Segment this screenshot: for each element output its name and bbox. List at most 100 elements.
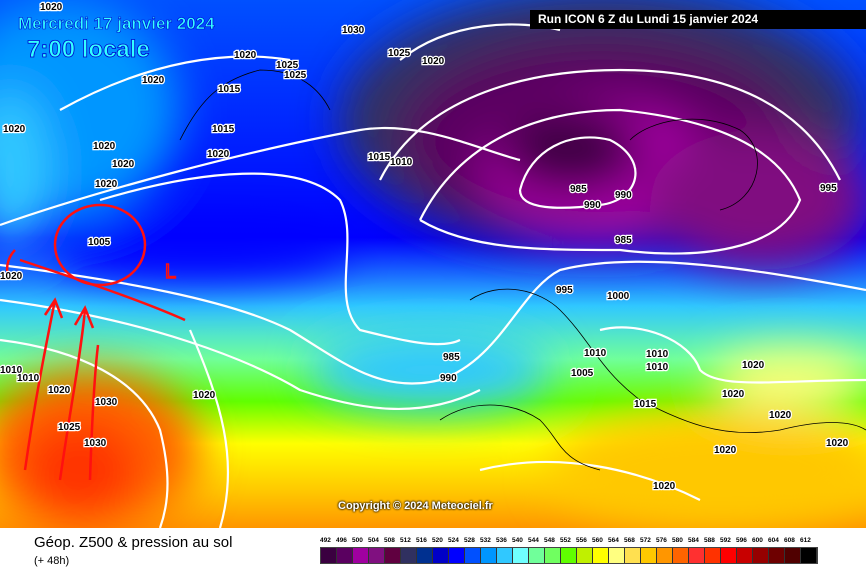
isobar-label: 1020: [40, 2, 63, 13]
legend-label: 596: [736, 537, 747, 544]
legend-label: 568: [624, 537, 635, 544]
legend-swatch: [593, 548, 609, 563]
legend-swatch: [561, 548, 577, 563]
isobar-label: 985: [615, 235, 632, 246]
isobar-label: 1005: [88, 237, 111, 248]
isobar-label: 1015: [368, 152, 391, 163]
isobar-label: 985: [570, 184, 587, 195]
isobar-label: 1010: [646, 362, 669, 373]
legend-swatch: [417, 548, 433, 563]
arrow-annotation: [23, 297, 64, 471]
isobar-label: 995: [820, 183, 837, 194]
isobar-label: 1020: [95, 179, 118, 190]
isobar-label: 1020: [234, 50, 257, 61]
isobar-label: 1020: [422, 56, 445, 67]
legend-swatch: [769, 548, 785, 563]
legend-swatch: [705, 548, 721, 563]
isobar-label: 1010: [584, 348, 607, 359]
legend-label: 496: [336, 537, 347, 544]
isobar-label: 1020: [93, 141, 116, 152]
isobars: [0, 23, 866, 528]
isobar-label: 1030: [342, 25, 365, 36]
legend-swatch: [545, 548, 561, 563]
legend-label: 604: [768, 537, 779, 544]
isobar-label: 1025: [58, 422, 81, 433]
isobar-label: 1020: [112, 159, 135, 170]
isobar-label: 1015: [212, 124, 235, 135]
legend-label: 600: [752, 537, 763, 544]
legend-swatch: [449, 548, 465, 563]
legend-swatch: [353, 548, 369, 563]
legend-label: 508: [384, 537, 395, 544]
model-run-label: Run ICON 6 Z du Lundi 15 janvier 2024: [530, 10, 866, 29]
legend-label: 524: [448, 537, 459, 544]
isobar-label: 1020: [742, 360, 765, 371]
isobar-labels: 1020 1030 1025 1020 1020 1015 1025 1025 …: [0, 1, 850, 494]
isobar-label: 1015: [634, 399, 657, 410]
legend-label: 552: [560, 537, 571, 544]
legend-swatch: [385, 548, 401, 563]
isobar-label: 1005: [571, 368, 594, 379]
legend-swatch: [369, 548, 385, 563]
isobar-label: 1025: [388, 48, 411, 59]
legend-swatch: [337, 548, 353, 563]
isobar-label: 1010: [646, 349, 669, 360]
isobar-label: 1025: [284, 70, 307, 81]
isobar-label: 1030: [84, 438, 107, 449]
legend-swatch: [721, 548, 737, 563]
isobar-label: 1010: [0, 365, 23, 376]
legend-label: 592: [720, 537, 731, 544]
legend-label: 584: [688, 537, 699, 544]
legend-label: 536: [496, 537, 507, 544]
isobar-label: 1020: [3, 124, 26, 135]
legend-swatch: [785, 548, 801, 563]
color-scale-legend: 492 496 500 504 508 512 516 520 524 528 532 536 540 5…: [320, 537, 818, 564]
legend-label: 560: [592, 537, 603, 544]
legend-label: 504: [368, 537, 379, 544]
legend-swatch: [481, 548, 497, 563]
arrow-annotation: [88, 344, 100, 481]
arrow-annotation: [58, 305, 95, 481]
isobar-label: 990: [615, 190, 632, 201]
forecast-range: (+ 48h): [34, 555, 70, 567]
coastlines: [179, 69, 866, 471]
legend-label: 528: [464, 537, 475, 544]
isobar-label: 1020: [714, 445, 737, 456]
legend-swatch: [801, 548, 817, 563]
legend-swatch: [673, 548, 689, 563]
legend-label: 512: [400, 537, 411, 544]
isobar-label: 1000: [607, 291, 630, 302]
map-title: Géop. Z500 & pression au sol: [34, 534, 233, 551]
legend-swatch: [465, 548, 481, 563]
legend-swatch: [497, 548, 513, 563]
legend-label: 612: [800, 537, 811, 544]
legend-label: 544: [528, 537, 539, 544]
isobar-label: 1020: [193, 390, 216, 401]
legend-swatch: [737, 548, 753, 563]
legend-label: 548: [544, 537, 555, 544]
annotations: [5, 203, 186, 481]
legend-label: 500: [352, 537, 363, 544]
isobar-label: 1025: [276, 60, 299, 71]
legend-label: 492: [320, 537, 331, 544]
isobar-label: 990: [440, 373, 457, 384]
legend-swatch: [689, 548, 705, 563]
legend-swatch: [609, 548, 625, 563]
isobar-label: 1020: [0, 271, 23, 282]
isobar-label: 1020: [653, 481, 676, 492]
legend-label: 532: [480, 537, 491, 544]
low-marker-annotation: L: [165, 261, 176, 283]
isobar-label: 985: [443, 352, 460, 363]
legend-swatch: [577, 548, 593, 563]
low-circle-annotation: [53, 203, 147, 287]
legend-label: 540: [512, 537, 523, 544]
legend-swatch: [625, 548, 641, 563]
isobar-label: 1020: [207, 149, 230, 160]
isobar-label: 1020: [142, 75, 165, 86]
legend-swatch: [657, 548, 673, 563]
legend-label: 580: [672, 537, 683, 544]
isobar-label: 1020: [826, 438, 849, 449]
isobar-label: 1020: [722, 389, 745, 400]
legend-label: 520: [432, 537, 443, 544]
legend-label: 608: [784, 537, 795, 544]
